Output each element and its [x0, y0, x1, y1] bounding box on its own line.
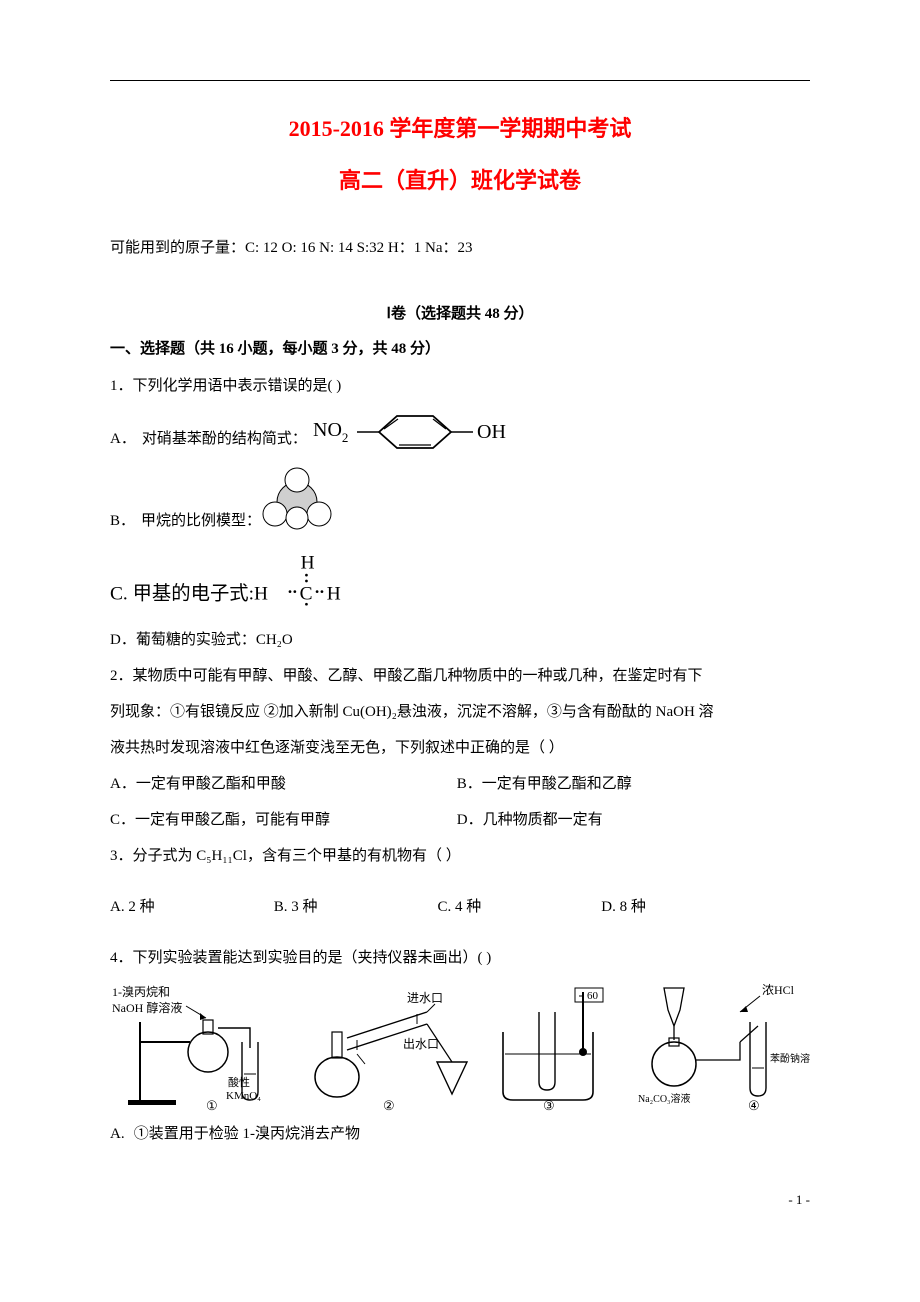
q4-A-text: ①装置用于检验 1‑溴丙烷消去产物	[134, 1126, 360, 1142]
q3-D: D. 8 种	[601, 889, 761, 925]
svg-text:进水口: 进水口	[407, 991, 443, 1005]
diagram-3-icon: 60 ③	[483, 982, 623, 1112]
q2-line3: 液共热时发现溶液中红色逐渐变浅至无色，下列叙述中正确的是（ ）	[110, 730, 810, 766]
svg-text:②: ②	[383, 1098, 395, 1112]
methane-model-icon	[261, 466, 333, 538]
svg-text:C. 甲基的电子式:H: C. 甲基的电子式:H	[110, 582, 268, 604]
q2-A: A．一定有甲酸乙酯和甲酸	[110, 766, 453, 802]
q3-B: B. 3 种	[274, 889, 434, 925]
diagram-2-icon: 进水口 出水口 ②	[307, 982, 477, 1112]
q3-opts: A. 2 种 B. 3 种 C. 4 种 D. 8 种	[110, 889, 810, 925]
q4-A: A. ①装置用于检验 1‑溴丙烷消去产物	[110, 1116, 810, 1152]
svg-text:④: ④	[748, 1098, 760, 1112]
diagram-1-icon: 1-溴丙烷和 NaOH 醇溶液 酸性 KMnO₄ ①	[110, 982, 300, 1112]
q1-B-label: B．	[110, 505, 135, 538]
q3-stem: 3．分子式为 C₅H₁₁Cl，含有三个甲基的有机物有（ ）	[110, 838, 810, 874]
svg-text:出水口: 出水口	[403, 1037, 439, 1051]
q4-A-label: A.	[110, 1116, 130, 1152]
q1-A-text: 对硝基苯酚的结构简式：	[142, 423, 307, 456]
q1-optC-row: C. 甲基的电子式:H H C H	[110, 548, 810, 612]
q2-opts-row1: A．一定有甲酸乙酯和甲酸 B．一定有甲酸乙酯和乙醇	[110, 766, 810, 802]
atomic-mass-line: 可能用到的原子量：C: 12 O: 16 N: 14 S:32 H：1 Na：2…	[110, 235, 810, 262]
diagram-4-icon: 浓HCl Na₂CO₃溶液 苯酚钠溶液 ④	[630, 982, 810, 1112]
q4-diagrams: 1-溴丙烷和 NaOH 醇溶液 酸性 KMnO₄ ①	[110, 982, 810, 1112]
q2-D: D．几种物质都一定有	[457, 802, 800, 838]
svg-text:C: C	[300, 583, 313, 604]
q1-optA-row: A． 对硝基苯酚的结构简式： NO2 OH	[110, 408, 810, 456]
section1-head: 一、选择题（共 16 小题，每小题 3 分，共 48 分）	[110, 337, 810, 358]
svg-text:H: H	[327, 583, 341, 604]
q4-stem: 4．下列实验装置能达到实验目的是（夹持仪器未画出）( )	[110, 940, 810, 976]
svg-text:OH: OH	[477, 421, 506, 443]
q1-D: D．葡萄糖的实验式：CH₂O	[110, 622, 810, 658]
part1-head: Ⅰ卷（选择题共 48 分）	[110, 302, 810, 323]
svg-text:NO2: NO2	[313, 419, 348, 445]
svg-text:KMnO₄: KMnO₄	[226, 1090, 261, 1102]
q2-B: B．一定有甲酸乙酯和乙醇	[457, 766, 800, 802]
title-line2: 高二（直升）班化学试卷	[110, 163, 810, 195]
q1-A-label: A．	[110, 423, 136, 456]
svg-text:①: ①	[206, 1098, 218, 1112]
svg-text:浓HCl: 浓HCl	[762, 983, 795, 997]
q1-B-text: 甲烷的比例模型：	[141, 505, 261, 538]
methyl-electron-icon: C. 甲基的电子式:H H C H	[110, 548, 410, 612]
svg-text:苯酚钠溶液: 苯酚钠溶液	[770, 1052, 810, 1065]
q2-opts-row2: C．一定有甲酸乙酯，可能有甲醇 D．几种物质都一定有	[110, 802, 810, 838]
q2-C: C．一定有甲酸乙酯，可能有甲醇	[110, 802, 453, 838]
svg-text:Na₂CO₃溶液: Na₂CO₃溶液	[638, 1092, 691, 1105]
svg-text:酸性: 酸性	[228, 1075, 250, 1089]
svg-text:③: ③	[543, 1098, 555, 1112]
q1-stem: 1．下列化学用语中表示错误的是( )	[110, 368, 810, 404]
svg-text:1-溴丙烷和: 1-溴丙烷和	[112, 985, 170, 999]
svg-text:H: H	[301, 552, 315, 573]
q3-A: A. 2 种	[110, 889, 270, 925]
top-rule	[110, 80, 810, 81]
svg-text:60: 60	[587, 990, 599, 1002]
q1-optB-row: B． 甲烷的比例模型：	[110, 466, 810, 538]
title-line1: 2015-2016 学年度第一学期期中考试	[110, 111, 810, 143]
q2-line2: 列现象：①有银镜反应 ②加入新制 Cu(OH)₂悬浊液，沉淀不溶解，③与含有酚酞…	[110, 694, 810, 730]
svg-text:NaOH 醇溶液: NaOH 醇溶液	[112, 1000, 182, 1015]
page-number: - 1 -	[110, 1192, 810, 1208]
q3-C: C. 4 种	[438, 889, 598, 925]
q2-line1: 2．某物质中可能有甲醇、甲酸、乙醇、甲酸乙酯几种物质中的一种或几种，在鉴定时有下	[110, 658, 810, 694]
nitrophenol-icon: NO2 OH	[307, 408, 537, 456]
